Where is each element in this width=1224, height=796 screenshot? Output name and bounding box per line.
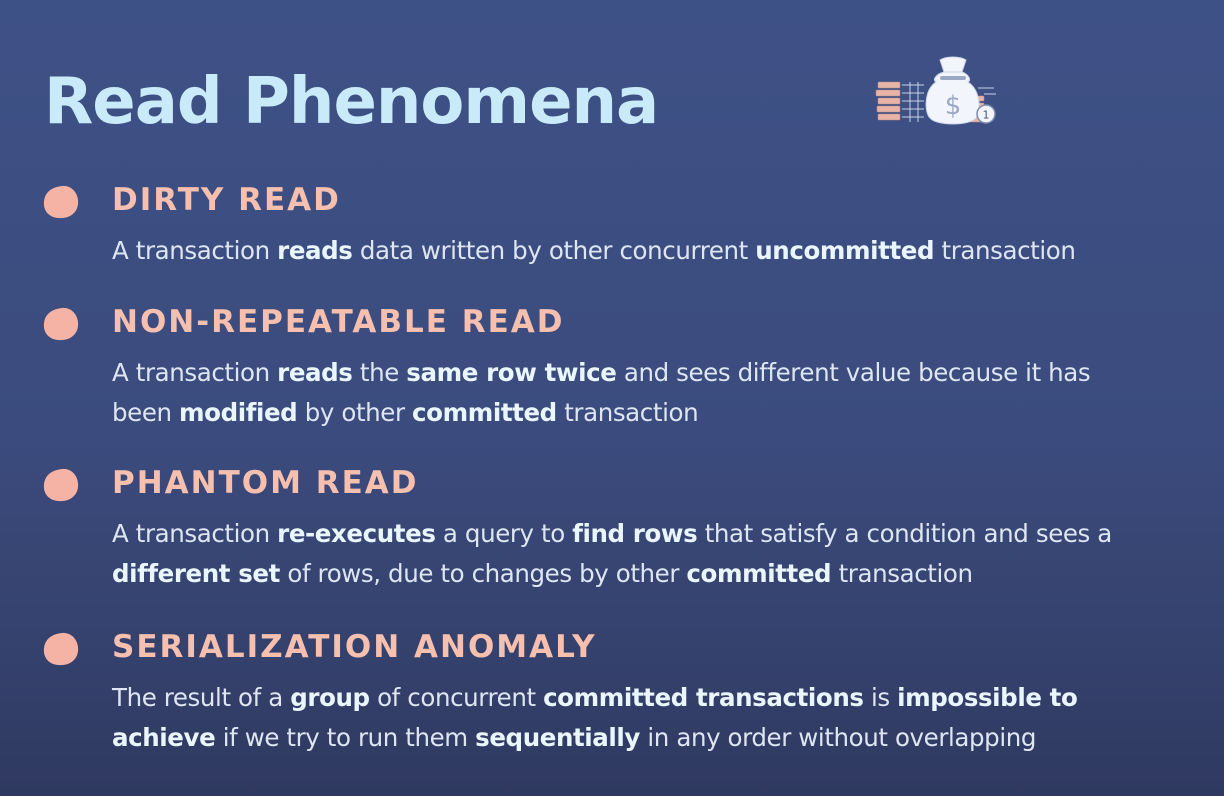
text-run: the: [352, 358, 407, 387]
phenomenon-heading: PHANTOM READ: [112, 465, 419, 501]
emphasis-text: find rows: [572, 519, 698, 548]
text-run: in any order without overlapping: [640, 723, 1037, 752]
text-run: that satisfy a condition and sees a: [697, 519, 1113, 548]
text-run: The result of a: [112, 683, 291, 712]
emphasis-text: same row twice: [406, 358, 617, 387]
slide-title: Read Phenomena: [44, 65, 659, 139]
blob-bullet-icon: [43, 468, 79, 502]
emphasis-text: modified: [179, 398, 298, 427]
text-run: A transaction: [112, 519, 278, 548]
blob-bullet-icon: [43, 307, 79, 341]
svg-text:$: $: [945, 91, 962, 121]
phenomenon-description: A transaction reads the same row twice a…: [112, 353, 1152, 433]
text-run: A transaction: [112, 236, 278, 265]
emphasis-text: uncommitted: [755, 236, 935, 265]
emphasis-text: committed transactions: [543, 683, 864, 712]
description-line: A transaction re-executes a query to fin…: [112, 514, 1152, 554]
phenomenon-heading: DIRTY READ: [112, 182, 341, 218]
money-bag-with-coins-icon: $ 1: [875, 56, 996, 125]
text-run: transaction: [934, 236, 1076, 265]
text-run: of concurrent: [369, 683, 544, 712]
emphasis-text: committed: [412, 398, 557, 427]
text-run: is: [863, 683, 898, 712]
description-line: been modified by other committed transac…: [112, 393, 1152, 433]
emphasis-text: impossible to: [897, 683, 1078, 712]
phenomenon-description: A transaction reads data written by othe…: [112, 231, 1152, 271]
svg-text:1: 1: [983, 109, 990, 122]
phenomenon-description: A transaction re-executes a query to fin…: [112, 514, 1152, 594]
description-line: achieve if we try to run them sequential…: [112, 718, 1152, 758]
description-line: A transaction reads data written by othe…: [112, 231, 1152, 271]
phenomenon-heading: SERIALIZATION ANOMALY: [112, 629, 597, 665]
text-run: if we try to run them: [215, 723, 476, 752]
text-run: transaction: [556, 398, 699, 427]
emphasis-text: group: [290, 683, 370, 712]
emphasis-text: achieve: [112, 723, 216, 752]
blob-bullet-icon: [43, 632, 79, 666]
text-run: transaction: [831, 559, 973, 588]
text-run: a query to: [435, 519, 573, 548]
description-line: different set of rows, due to changes by…: [112, 554, 1152, 594]
emphasis-text: re-executes: [277, 519, 436, 548]
text-run: of rows, due to changes by other: [279, 559, 687, 588]
text-run: data written by other concurrent: [352, 236, 756, 265]
phenomenon-heading: NON-REPEATABLE READ: [112, 304, 565, 340]
emphasis-text: sequentially: [475, 723, 641, 752]
text-run: A transaction: [112, 358, 278, 387]
text-run: been: [112, 398, 180, 427]
description-line: A transaction reads the same row twice a…: [112, 353, 1152, 393]
text-run: and sees different value because it has: [616, 358, 1091, 387]
text-run: by other: [297, 398, 413, 427]
description-line: The result of a group of concurrent comm…: [112, 678, 1152, 718]
phenomenon-description: The result of a group of concurrent comm…: [112, 678, 1152, 758]
emphasis-text: committed: [686, 559, 832, 588]
blob-bullet-icon: [43, 185, 79, 219]
emphasis-text: reads: [277, 358, 353, 387]
emphasis-text: reads: [277, 236, 353, 265]
emphasis-text: different set: [112, 559, 280, 588]
